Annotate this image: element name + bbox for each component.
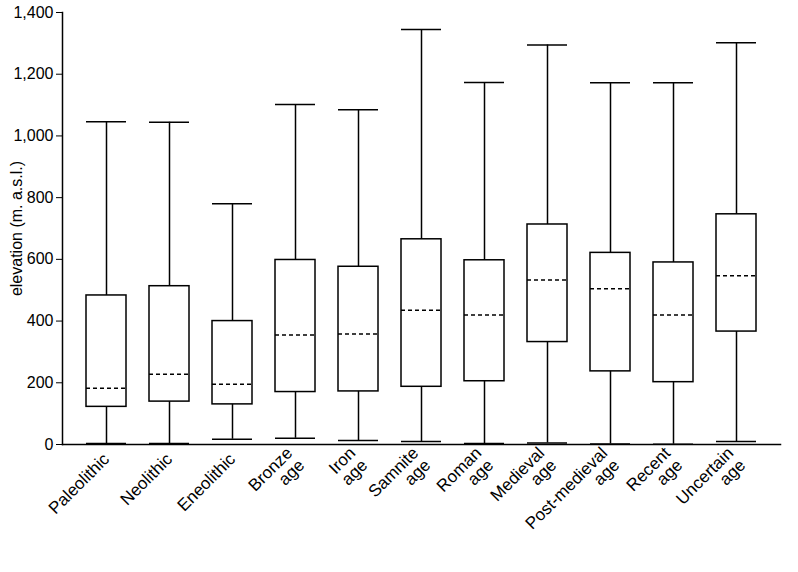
svg-text:1,000: 1,000 [13, 127, 53, 144]
svg-text:Bronzeage: Bronzeage [245, 444, 309, 508]
svg-text:800: 800 [27, 189, 54, 206]
svg-text:200: 200 [27, 374, 54, 391]
svg-text:1,200: 1,200 [13, 65, 53, 82]
svg-text:600: 600 [27, 250, 54, 267]
svg-text:Eneolithic: Eneolithic [174, 449, 240, 515]
svg-text:Neolithic: Neolithic [117, 449, 177, 509]
svg-text:elevation (m. a.s.l.): elevation (m. a.s.l.) [8, 161, 25, 296]
svg-text:1,400: 1,400 [13, 4, 53, 21]
svg-text:Uncertainage: Uncertainage [672, 444, 749, 521]
svg-text:Romanage: Romanage [433, 444, 497, 508]
svg-text:Paleolithic: Paleolithic [45, 449, 114, 518]
svg-text:Post-medievalage: Post-medievalage [522, 444, 624, 546]
svg-text:Samniteage: Samniteage [365, 444, 435, 514]
svg-text:400: 400 [27, 312, 54, 329]
svg-text:0: 0 [45, 436, 54, 453]
svg-text:Ironage: Ironage [325, 444, 371, 490]
